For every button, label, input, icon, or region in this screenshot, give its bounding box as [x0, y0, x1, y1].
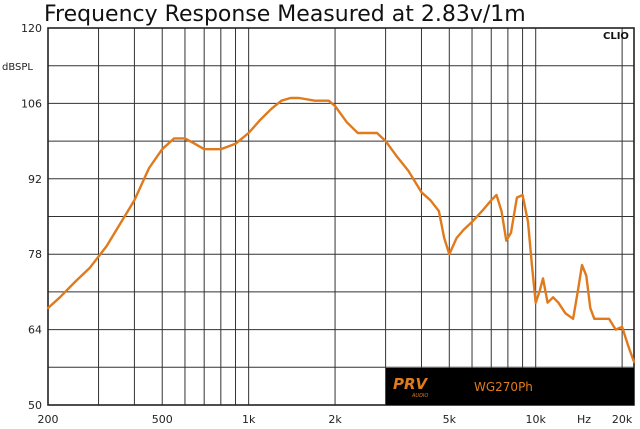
x-tick-label: 20k: [612, 413, 633, 426]
x-tick-labels: 200 500 1k 2k 5k 10k 20k: [38, 413, 633, 426]
x-tick-label: 2k: [328, 413, 342, 426]
model-label: WG270Ph: [474, 380, 533, 394]
response-curve: [46, 96, 636, 364]
grid: [48, 28, 634, 405]
x-axis-unit-label: Hz: [577, 413, 591, 426]
x-tick-label: 5k: [443, 413, 457, 426]
brand-logo-subtext: AUDIO: [411, 393, 428, 399]
x-tick-label: 1k: [242, 413, 256, 426]
x-tick-label: 200: [38, 413, 59, 426]
x-tick-label: 500: [152, 413, 173, 426]
y-tick-label: 64: [28, 324, 42, 337]
y-tick-label: 106: [21, 97, 42, 110]
y-tick-label: 120: [21, 22, 42, 35]
y-tick-label: 50: [28, 399, 42, 412]
y-tick-label: 78: [28, 248, 42, 261]
brand-box-background: [386, 368, 634, 405]
chart-title: Frequency Response Measured at 2.83v/1m: [44, 2, 526, 27]
y-tick-labels: 50 64 78 92 106 120: [21, 22, 42, 412]
y-axis-label: dBSPL: [2, 62, 33, 73]
y-tick-label: 92: [28, 173, 42, 186]
plot-frame: [47, 27, 635, 406]
brand-logo: PRV: [393, 375, 429, 393]
brand-box: PRV AUDIO WG270Ph: [386, 368, 634, 405]
clio-logo: CLIO: [603, 31, 629, 42]
x-tick-label: 10k: [526, 413, 547, 426]
